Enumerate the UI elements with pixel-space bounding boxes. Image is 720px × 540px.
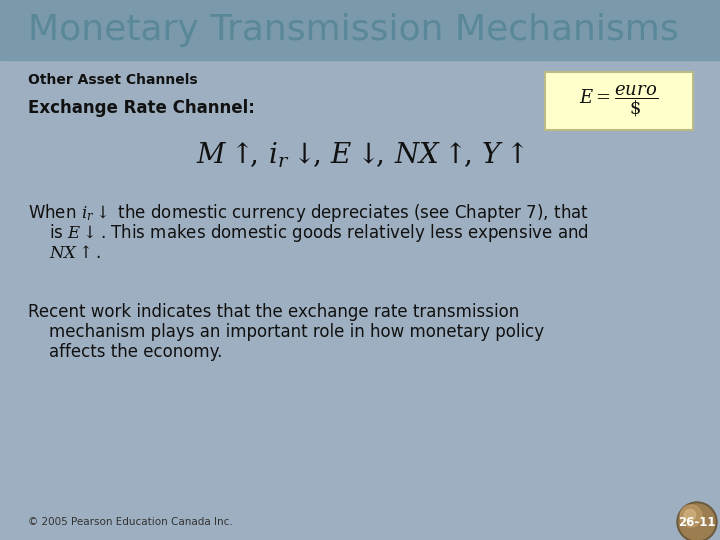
Text: is $\mathit{E}\downarrow$. This makes domestic goods relatively less expensive a: is $\mathit{E}\downarrow$. This makes do… (28, 222, 589, 244)
Text: When $\mathit{i_r}\downarrow$ the domestic currency depreciates (see Chapter 7),: When $\mathit{i_r}\downarrow$ the domest… (28, 202, 589, 224)
Circle shape (679, 504, 715, 540)
Text: mechanism plays an important role in how monetary policy: mechanism plays an important role in how… (28, 323, 544, 341)
Circle shape (680, 505, 702, 527)
Text: Other Asset Channels: Other Asset Channels (28, 73, 197, 87)
Text: Exchange Rate Channel:: Exchange Rate Channel: (28, 99, 255, 117)
Bar (545, 72, 693, 130)
Text: $\mathit{E} = \dfrac{\mathit{euro}}{\$}$: $\mathit{E} = \dfrac{\mathit{euro}}{\$}$ (580, 83, 659, 119)
Text: Monetary Transmission Mechanisms: Monetary Transmission Mechanisms (28, 13, 679, 47)
Circle shape (677, 502, 717, 540)
Text: 26-11: 26-11 (678, 516, 716, 530)
Text: $M\uparrow\!\!,\, i_r\downarrow\!\!,\, E\downarrow\!\!,\, NX\uparrow\!\!,\, Y\up: $M\uparrow\!\!,\, i_r\downarrow\!\!,\, E… (196, 140, 524, 170)
Text: Recent work indicates that the exchange rate transmission: Recent work indicates that the exchange … (28, 303, 519, 321)
Text: $\mathit{NX}\uparrow$.: $\mathit{NX}\uparrow$. (28, 244, 102, 262)
Text: © 2005 Pearson Education Canada Inc.: © 2005 Pearson Education Canada Inc. (28, 517, 233, 527)
Bar (0, 0, 720, 60)
Text: affects the economy.: affects the economy. (28, 343, 222, 361)
Circle shape (685, 509, 696, 521)
